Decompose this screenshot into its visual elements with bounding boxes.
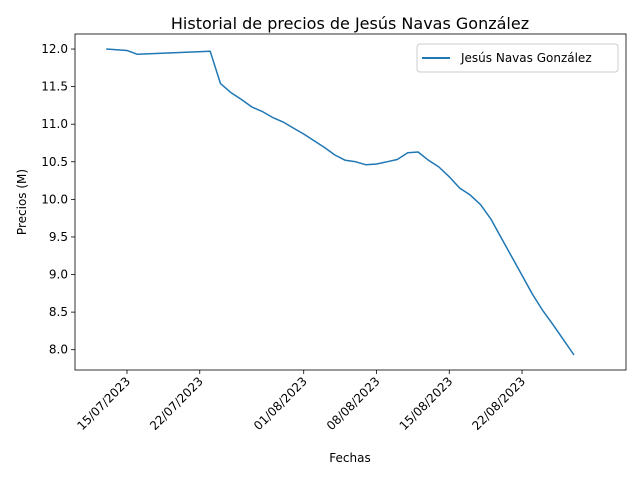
x-tick-label-0: 15/07/2023 (74, 374, 133, 433)
x-tick-label-4: 15/08/2023 (397, 374, 456, 433)
y-tick-label-3: 9.5 (49, 230, 68, 244)
x-axis-ticks: 15/07/2023 22/07/2023 01/08/2023 08/08/2023… (74, 370, 528, 433)
chart-title: Historial de precios de Jesús Navas Gonz… (171, 14, 529, 33)
y-tick-label-5: 10.5 (41, 155, 68, 169)
plot-area (74, 33, 627, 371)
x-axis-label: Fechas (329, 451, 370, 465)
y-axis-label: Precios (M) (15, 169, 29, 235)
x-tick-label-2: 01/08/2023 (251, 374, 310, 433)
legend-entry-label: Jesús Navas González (460, 51, 592, 65)
y-tick-label-6: 11.0 (41, 117, 68, 131)
series-line-jesus-navas (106, 48, 575, 356)
y-tick-label-7: 11.5 (41, 80, 68, 94)
y-tick-label-1: 8.5 (49, 305, 68, 319)
plot-frame (74, 33, 627, 371)
legend: Jesús Navas González (416, 43, 619, 73)
x-tick-label-3: 08/08/2023 (324, 374, 383, 433)
y-tick-label-8: 12.0 (41, 42, 68, 56)
legend-box (416, 43, 619, 73)
plot-background (75, 34, 626, 370)
y-tick-label-2: 9.0 (49, 268, 68, 282)
y-axis-ticks: 8.0 8.5 9.0 9.5 10.0 10.5 11.0 11.5 12.0 (41, 42, 75, 357)
y-tick-label-0: 8.0 (49, 343, 68, 357)
y-tick-label-4: 10.0 (41, 192, 68, 206)
x-tick-label-1: 22/07/2023 (147, 374, 206, 433)
x-tick-label-5: 22/08/2023 (469, 374, 528, 433)
